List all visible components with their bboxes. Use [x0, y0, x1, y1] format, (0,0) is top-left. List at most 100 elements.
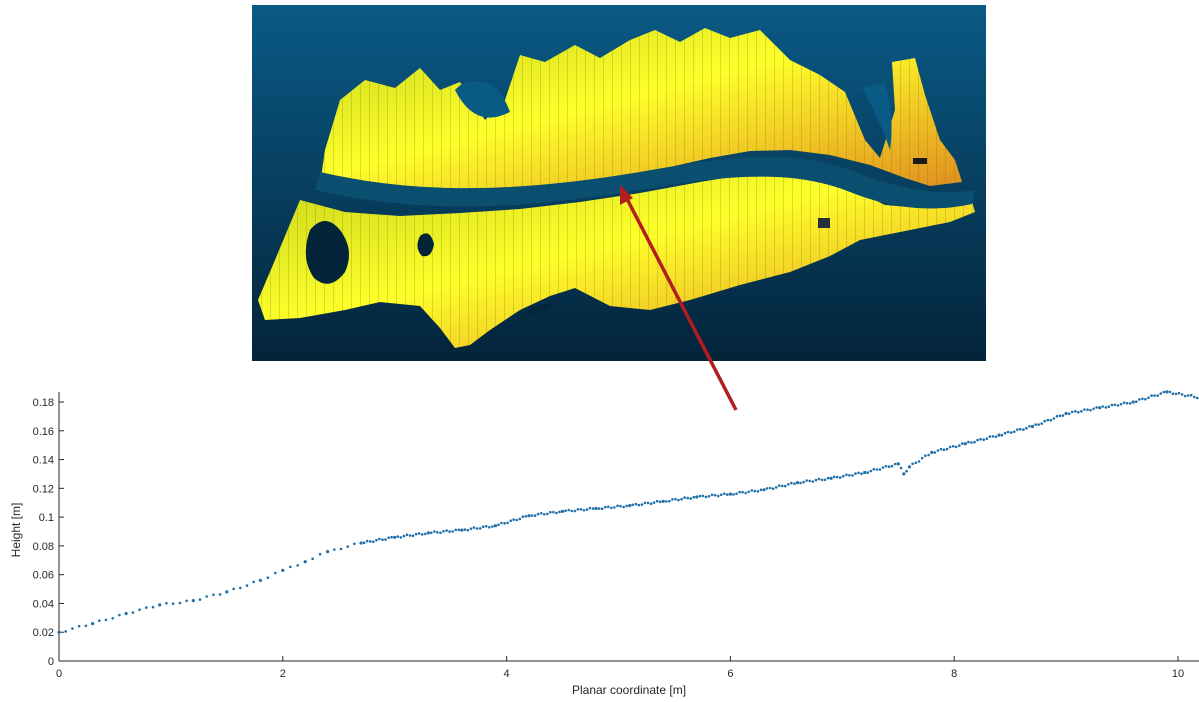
data-point: [994, 435, 998, 439]
data-point: [281, 568, 285, 573]
data-point: [1168, 390, 1172, 394]
data-point: [823, 478, 827, 482]
data-point: [907, 465, 912, 469]
data-point: [616, 504, 619, 508]
data-point: [1046, 418, 1050, 422]
data-point: [857, 471, 860, 475]
data-point: [433, 530, 436, 533]
y-tick-label: 0.02: [33, 627, 54, 639]
data-point: [896, 462, 900, 466]
data-point: [1128, 402, 1132, 405]
data-point: [91, 622, 95, 626]
data-point: [628, 504, 632, 508]
data-point: [945, 447, 949, 451]
data-point: [98, 619, 101, 622]
data-point: [658, 500, 662, 504]
data-point: [1144, 397, 1147, 401]
data-point: [497, 523, 500, 527]
channel: [315, 157, 975, 209]
data-point: [674, 497, 677, 501]
y-tick-label: 0.06: [33, 570, 54, 582]
data-point: [375, 538, 378, 542]
data-point: [1049, 418, 1053, 422]
data-point: [1058, 414, 1062, 418]
data-point: [872, 468, 876, 471]
data-point: [1174, 392, 1178, 396]
data-point: [967, 440, 970, 444]
data-point: [420, 533, 424, 536]
data-point: [1083, 408, 1086, 411]
data-point: [536, 512, 540, 516]
data-point: [266, 576, 270, 579]
data-point: [774, 486, 778, 489]
data-point: [454, 528, 458, 532]
data-point: [866, 471, 869, 474]
data-point: [759, 488, 763, 492]
data-point: [570, 509, 573, 513]
data-point: [728, 492, 733, 496]
data-point: [939, 447, 943, 451]
data-point: [713, 493, 717, 497]
data-point: [512, 518, 515, 521]
data-point: [212, 593, 215, 597]
data-point: [414, 532, 418, 536]
data-point: [625, 504, 628, 508]
data-point: [732, 493, 735, 496]
data-point: [829, 476, 833, 480]
data-point: [924, 454, 927, 458]
data-point: [802, 480, 805, 484]
data-point: [579, 508, 583, 511]
chart: 0 2 4 6 8 10 0 0.02 0.04 0.06 0.08 0.1 0.12 0.14 0.16…: [9, 390, 1199, 697]
data-point: [111, 617, 114, 620]
data-point: [1012, 430, 1016, 434]
data-point: [887, 465, 891, 469]
data-point: [927, 453, 930, 457]
lower-bank-hole-small: [417, 233, 434, 257]
dark-marker-lower: [818, 218, 830, 228]
data-point: [683, 496, 686, 499]
data-point: [365, 539, 369, 543]
data-point: [991, 435, 995, 438]
data-point: [719, 493, 723, 497]
data-point: [784, 484, 787, 488]
data-point: [622, 505, 625, 509]
data-point: [493, 524, 497, 528]
data-point: [303, 560, 307, 564]
data-point: [1156, 394, 1159, 397]
data-point: [1125, 401, 1129, 405]
data-point: [289, 565, 292, 569]
data-point: [503, 522, 506, 525]
data-point: [124, 611, 128, 616]
data-point: [362, 541, 366, 545]
data-point: [835, 475, 839, 479]
data-point: [1000, 433, 1004, 437]
data-point: [475, 527, 479, 530]
data-point: [585, 508, 589, 511]
data-point: [671, 498, 674, 501]
data-point: [399, 536, 403, 539]
data-point: [890, 464, 894, 468]
x-tick-label: 8: [951, 668, 957, 680]
data-point: [448, 530, 451, 533]
data-point: [710, 493, 714, 497]
data-point: [1104, 406, 1108, 409]
data-point: [875, 468, 879, 471]
data-point: [560, 509, 565, 513]
data-point: [899, 466, 903, 470]
data-point: [1147, 396, 1150, 400]
data-point: [1110, 403, 1114, 407]
data-point: [426, 531, 430, 535]
data-point: [442, 530, 445, 533]
data-point: [811, 480, 815, 483]
data-point: [735, 492, 738, 496]
data-point: [942, 448, 946, 452]
y-tick-label: 0.1: [39, 512, 54, 524]
data-point: [1101, 405, 1104, 408]
y-tick-label: 0.14: [33, 455, 54, 467]
arrow-shaft: [623, 194, 738, 411]
data-point: [258, 578, 262, 583]
data-point: [1141, 397, 1144, 401]
data-point: [1189, 393, 1193, 397]
data-point: [1028, 425, 1031, 428]
data-point: [1043, 419, 1046, 423]
